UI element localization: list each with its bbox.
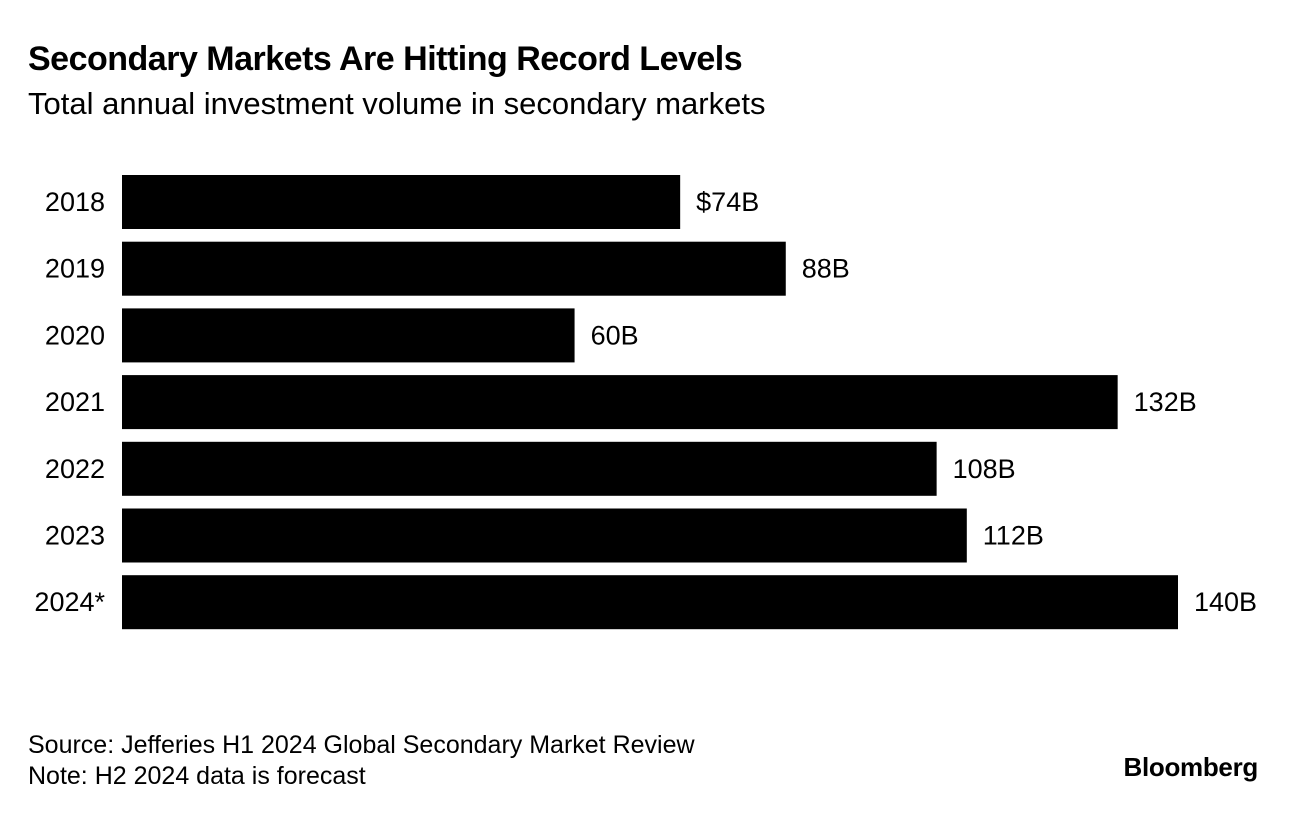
category-label: 2022 <box>45 454 105 484</box>
value-label: 112B <box>983 521 1044 551</box>
category-label: 2021 <box>45 387 105 417</box>
forecast-note: Note: H2 2024 data is forecast <box>28 762 366 790</box>
bar-2023 <box>122 508 967 563</box>
bar-2019 <box>122 241 786 296</box>
value-label: 132B <box>1134 387 1197 417</box>
chart-footer: Source: Jefferies H1 2024 Global Seconda… <box>28 730 695 792</box>
category-label: 2020 <box>45 320 105 350</box>
value-label: $74B <box>696 187 759 217</box>
category-label: 2018 <box>45 187 105 217</box>
category-label: 2023 <box>45 521 105 551</box>
bar-2022 <box>122 441 937 496</box>
bloomberg-logo: Bloomberg <box>1123 752 1258 782</box>
value-label: 88B <box>802 254 850 284</box>
bar-2018 <box>122 175 681 229</box>
bar-2020 <box>122 308 575 363</box>
value-label: 108B <box>953 454 1016 484</box>
category-label: 2024* <box>34 587 105 617</box>
bar-2021 <box>122 375 1118 430</box>
value-label: 140B <box>1194 587 1257 617</box>
value-label: 60B <box>591 320 639 350</box>
chart-subtitle: Total annual investment volume in second… <box>28 86 766 121</box>
chart-title: Secondary Markets Are Hitting Record Lev… <box>28 40 743 78</box>
category-label: 2019 <box>45 254 105 284</box>
bar-2024-forecast <box>122 575 1178 630</box>
source-note: Source: Jefferies H1 2024 Global Seconda… <box>28 731 695 759</box>
